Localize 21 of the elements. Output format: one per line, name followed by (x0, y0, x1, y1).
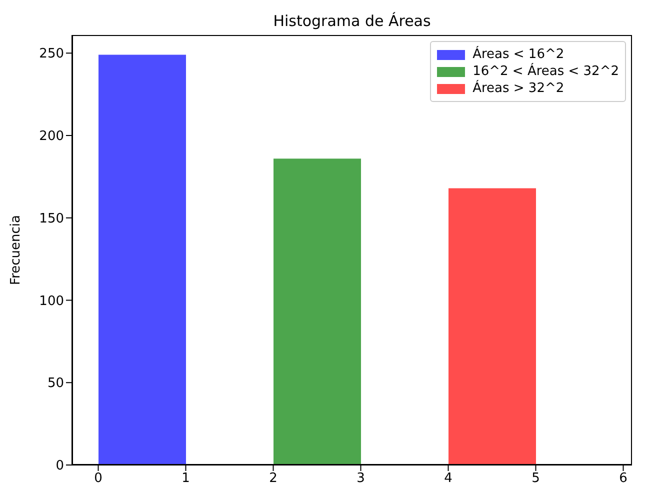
chart-title: Histograma de Áreas (272, 12, 432, 30)
y-tick-label: 150 (39, 211, 64, 226)
legend-label: 16^2 < Áreas < 32^2 (472, 64, 619, 79)
y-tick-label: 200 (39, 129, 64, 144)
y-axis-title: Frecuencia (8, 215, 24, 285)
x-tick-label: 5 (532, 471, 540, 486)
y-tick-label: 50 (47, 376, 64, 392)
bar (274, 158, 361, 465)
y-tick-label: 100 (39, 294, 64, 309)
x-tick-label: 4 (444, 471, 452, 486)
x-tick-label: 0 (94, 471, 102, 486)
bar (448, 188, 536, 465)
legend-label: Áreas > 32^2 (472, 81, 564, 96)
x-tick-label: 2 (269, 471, 278, 486)
x-tick-label: 3 (356, 471, 365, 486)
y-tick-label: 0 (56, 458, 64, 474)
x-tick-label: 6 (619, 471, 628, 486)
y-tick-label: 250 (39, 46, 64, 62)
legend-label: Áreas < 16^2 (472, 47, 564, 62)
x-tick-label: 1 (182, 471, 190, 486)
bar (98, 54, 186, 465)
